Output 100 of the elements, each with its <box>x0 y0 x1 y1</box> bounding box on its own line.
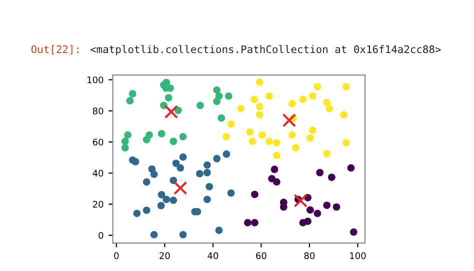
point <box>124 131 132 139</box>
point <box>170 138 178 146</box>
y-tick-label: 40 <box>92 170 104 177</box>
point <box>170 176 178 184</box>
point <box>248 138 256 146</box>
point <box>323 98 331 106</box>
point <box>179 153 187 161</box>
point <box>133 210 141 218</box>
point <box>308 92 316 100</box>
y-tick-label: 80 <box>92 108 104 114</box>
point <box>266 138 273 146</box>
point <box>304 218 312 225</box>
point <box>250 96 258 104</box>
point <box>222 133 230 140</box>
point <box>342 83 350 90</box>
point <box>308 126 316 134</box>
point <box>251 190 258 198</box>
point <box>256 102 264 110</box>
point <box>251 219 258 226</box>
point <box>196 102 204 110</box>
point <box>142 206 150 214</box>
point <box>128 90 136 98</box>
point <box>270 166 278 174</box>
point <box>203 168 211 176</box>
point <box>162 196 170 204</box>
point <box>174 181 188 195</box>
point <box>179 231 187 238</box>
point <box>213 154 220 162</box>
point <box>266 92 273 100</box>
x-tick-label: 40 <box>208 252 218 260</box>
y-tick-label: 60 <box>92 138 104 146</box>
point <box>314 83 322 90</box>
point <box>282 113 296 128</box>
point <box>272 152 280 160</box>
point <box>158 130 166 138</box>
point <box>164 104 178 119</box>
point <box>203 196 211 204</box>
point <box>174 106 182 114</box>
point <box>246 128 254 136</box>
x-tick-label: 60 <box>256 252 266 260</box>
point <box>164 94 172 102</box>
point <box>213 86 220 94</box>
x-tick-label: 0 <box>114 252 119 260</box>
point <box>288 100 296 108</box>
point <box>172 160 180 167</box>
point <box>244 219 252 226</box>
point <box>350 228 358 236</box>
point <box>224 92 232 100</box>
point <box>215 92 223 100</box>
point <box>237 104 244 112</box>
point <box>323 202 331 209</box>
point <box>142 178 150 186</box>
point <box>328 174 336 181</box>
point <box>158 191 166 198</box>
point <box>215 226 223 234</box>
point <box>218 114 226 122</box>
point <box>196 170 204 178</box>
point <box>323 150 331 158</box>
point <box>340 111 348 118</box>
point <box>179 133 187 140</box>
x-tick-label: 100 <box>350 252 366 260</box>
point <box>272 139 280 146</box>
point <box>272 178 280 186</box>
text: Out[22]: <box>31 45 78 54</box>
point <box>316 168 324 176</box>
x-tick-label: 80 <box>304 252 315 260</box>
y-tick-label: 20 <box>92 200 104 208</box>
point <box>203 161 211 169</box>
point <box>258 131 266 139</box>
y-tick-label: 0 <box>98 232 104 239</box>
point <box>299 96 307 104</box>
point <box>121 138 129 146</box>
point <box>326 104 334 112</box>
point <box>121 144 129 152</box>
point <box>227 120 235 128</box>
point <box>222 150 230 158</box>
point <box>132 158 140 166</box>
point <box>150 231 158 238</box>
point <box>256 78 264 86</box>
point <box>314 210 322 218</box>
point <box>288 131 296 139</box>
point <box>142 136 150 144</box>
point <box>256 111 264 118</box>
point <box>347 164 355 172</box>
text: <matplotlib.collections.PathCollection at 0x16f14a2cc88> <box>90 45 441 56</box>
point <box>342 139 350 146</box>
y-tick-label: 100 <box>88 76 104 84</box>
point <box>126 97 134 104</box>
point <box>294 194 308 208</box>
point <box>227 189 235 197</box>
point <box>206 182 214 190</box>
point <box>292 144 300 152</box>
point <box>157 202 165 210</box>
x-tick-label: 20 <box>160 252 170 260</box>
point <box>306 134 314 142</box>
point <box>150 170 158 178</box>
point <box>170 196 178 204</box>
point <box>176 164 184 172</box>
point <box>332 203 340 211</box>
point <box>306 206 314 214</box>
